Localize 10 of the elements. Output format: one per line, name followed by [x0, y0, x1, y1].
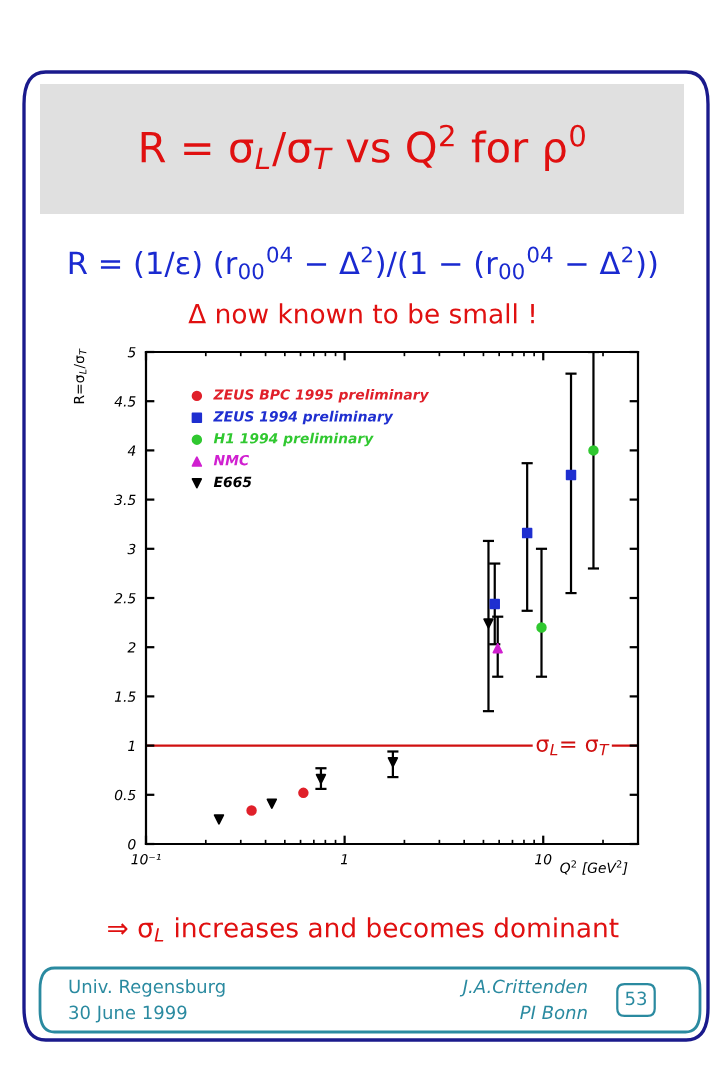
- text: R = (1/ε) (r$_{00}$$^{04}$ − Δ$^{2}$)/(1 − (r$_{00}$$^{04}$ − Δ$^{2}$)): [69, 246, 657, 280]
- text: Univ. Regensburg: [69, 979, 225, 997]
- text: 53: [625, 991, 647, 1006]
- ref-line-label: σ$_{L}$= σ$_{T}$: [536, 739, 610, 756]
- text: Δ now known to be small !: [188, 303, 534, 324]
- text: 30 June 1999: [69, 1005, 187, 1023]
- text: PI Bonn: [520, 1005, 587, 1020]
- text: ⇒ σ$_{L}$ increases and becomes dominant: [108, 917, 619, 942]
- text: J.A.Crittenden: [459, 979, 587, 997]
- chart-title: R = σ$_{L}$/σ$_{T}$ vs Q$^{2}$ for ρ$^{0}$: [141, 124, 585, 171]
